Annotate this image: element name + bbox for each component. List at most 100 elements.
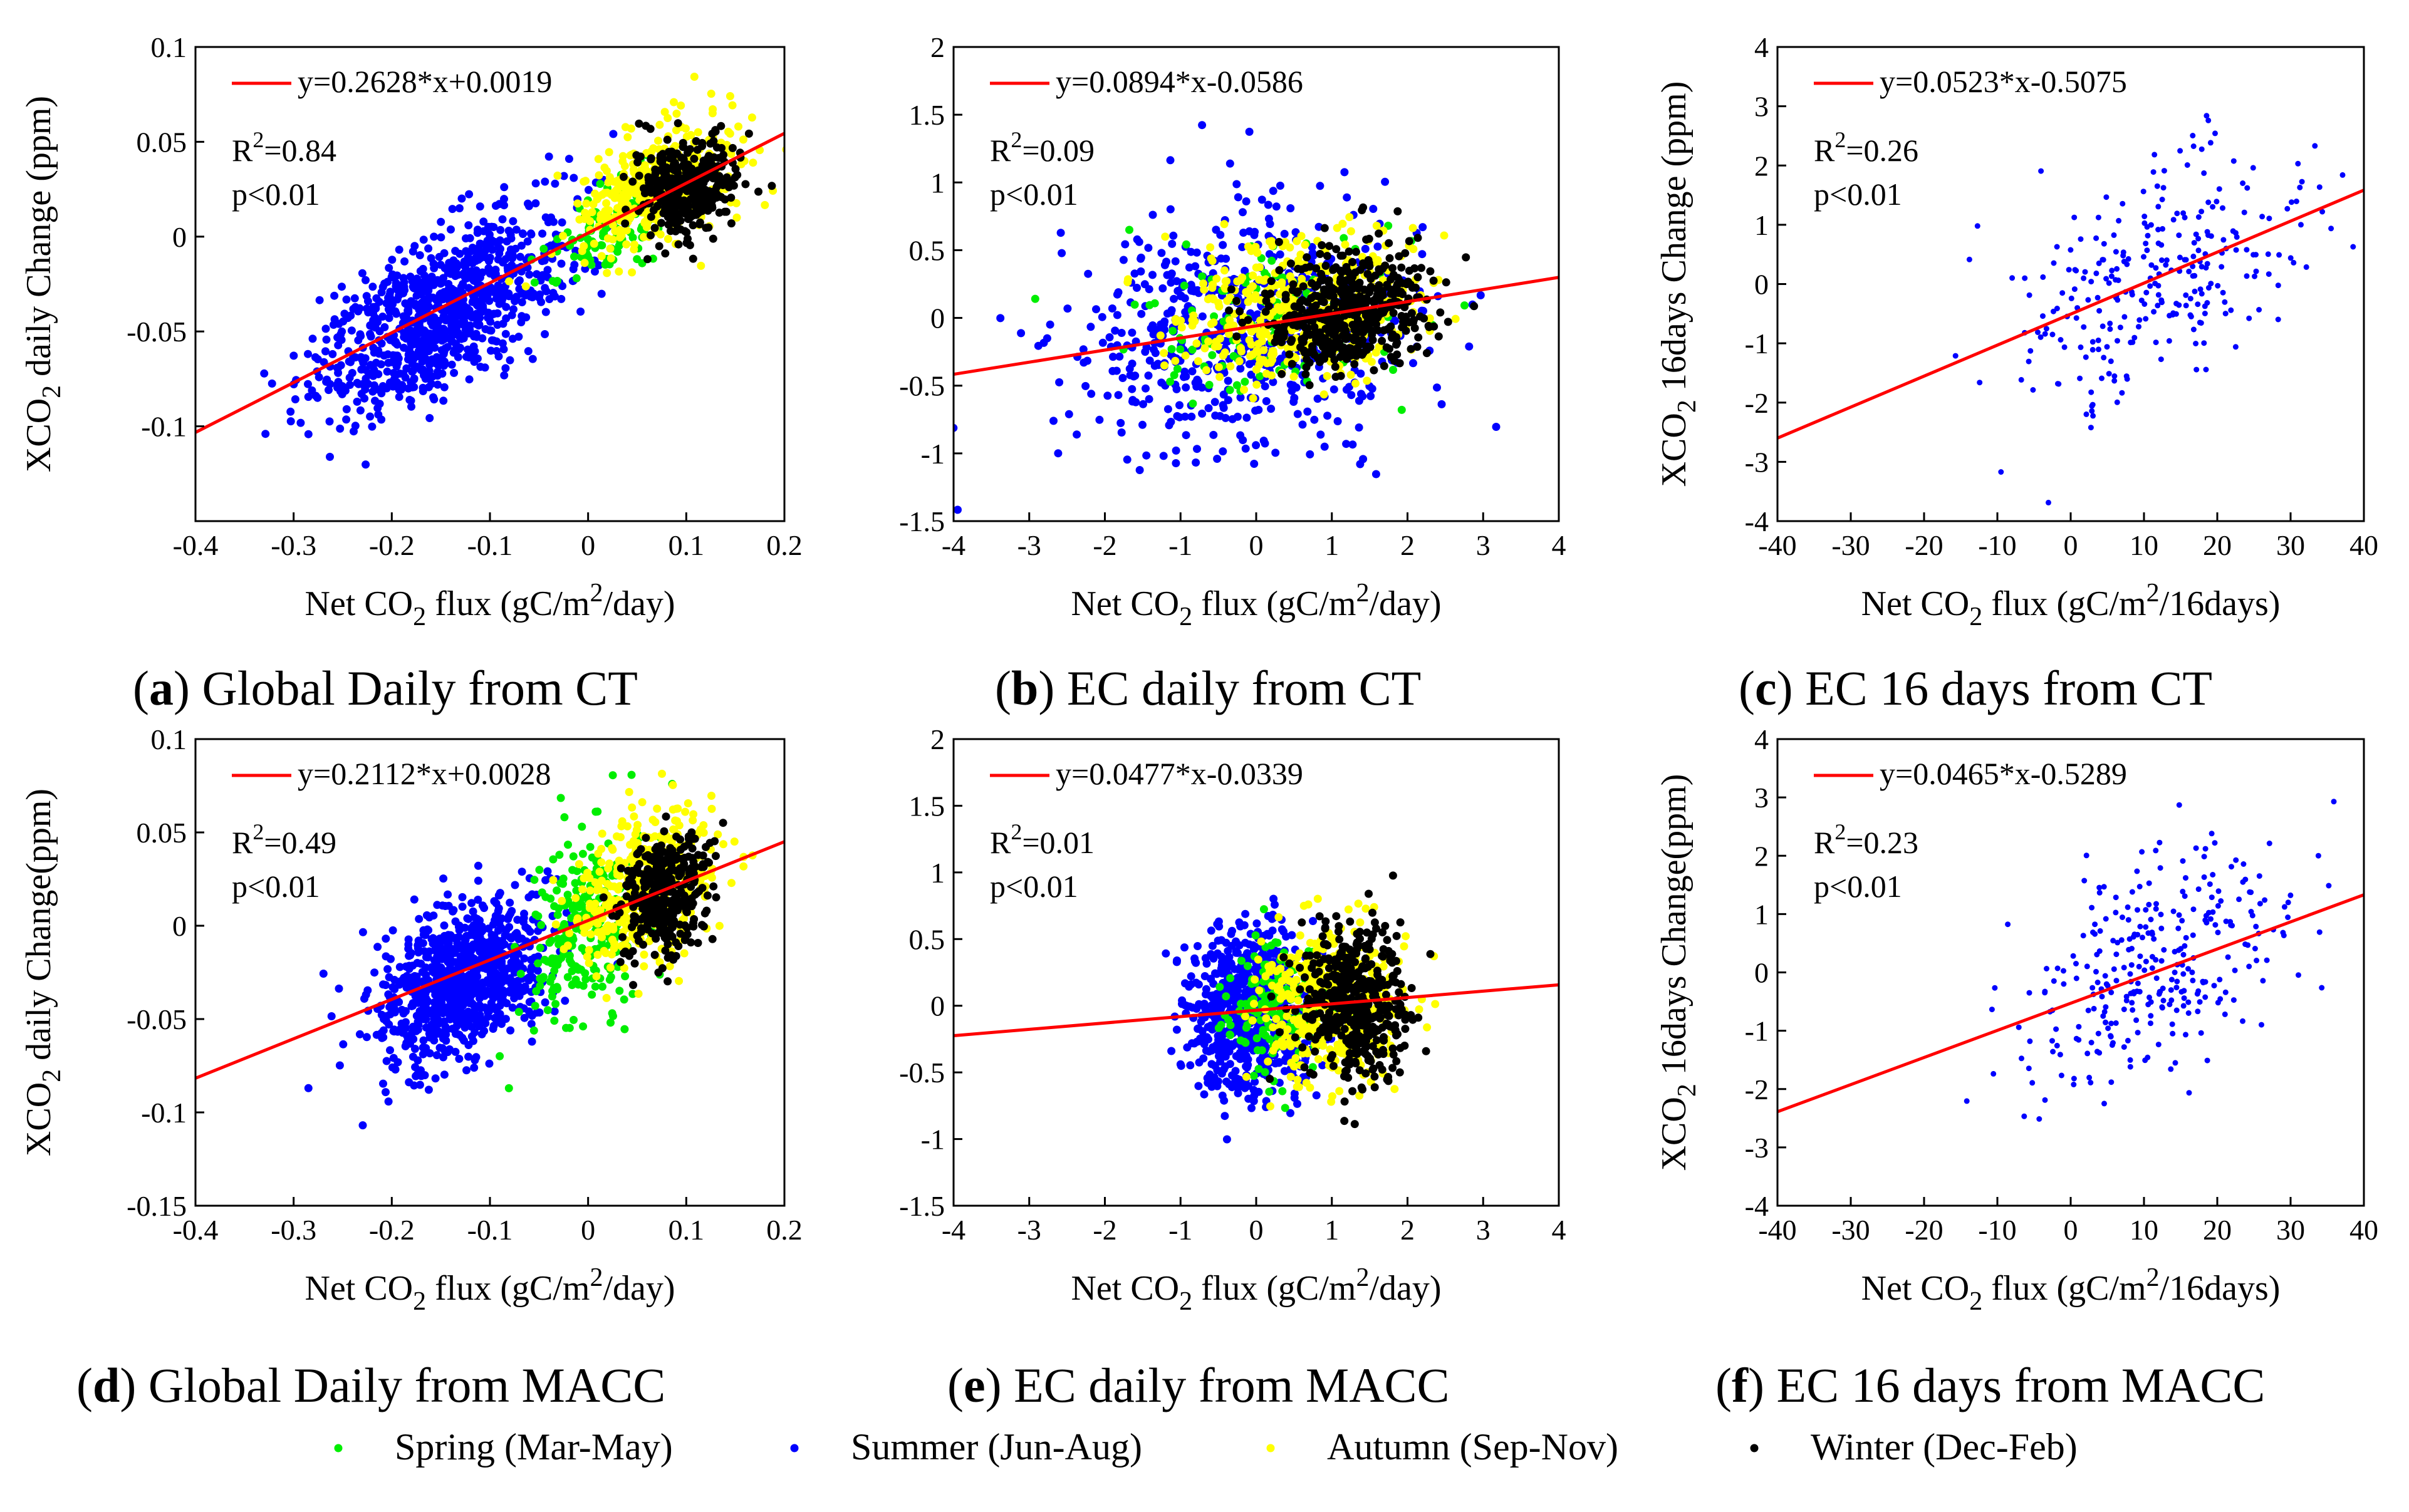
- scatter-point: [506, 1027, 514, 1035]
- scatter-point: [1347, 391, 1355, 399]
- scatter-point: [2051, 309, 2056, 314]
- scatter-point: [497, 960, 506, 968]
- scatter-point: [400, 1010, 408, 1018]
- scatter-point: [564, 841, 572, 849]
- scatter-point: [1348, 440, 1356, 448]
- scatter-point: [2173, 311, 2179, 317]
- scatter-point: [1188, 283, 1196, 291]
- scatter-point: [1054, 449, 1062, 457]
- scatter-point: [1327, 346, 1335, 355]
- scatter-point: [377, 1029, 385, 1037]
- scatter-point: [425, 337, 434, 345]
- scatter-point: [1169, 232, 1177, 240]
- scatter-point: [323, 376, 331, 384]
- scatter-point: [545, 153, 553, 161]
- scatter-point: [690, 209, 698, 217]
- scatter-point: [1182, 431, 1190, 439]
- scatter-point: [439, 396, 447, 405]
- scatter-point: [408, 383, 417, 391]
- scatter-point: [1058, 249, 1066, 257]
- scatter-point: [457, 335, 466, 343]
- scatter-point: [524, 893, 533, 901]
- scatter-point: [1252, 441, 1260, 449]
- scatter-point: [1277, 338, 1286, 346]
- scatter-point: [551, 180, 559, 188]
- scatter-point: [1220, 266, 1229, 274]
- scatter-point: [661, 108, 669, 116]
- scatter-point: [659, 168, 667, 176]
- scatter-point: [1320, 390, 1328, 398]
- scatter-point: [683, 187, 691, 195]
- scatter-point: [390, 369, 398, 377]
- scatter-point: [477, 945, 485, 953]
- y-tick-label: -3: [1745, 446, 1769, 478]
- scatter-point: [455, 1055, 463, 1063]
- scatter-point: [502, 314, 510, 323]
- scatter-point: [689, 255, 697, 263]
- scatter-point: [1372, 470, 1380, 479]
- scatter-point: [2276, 317, 2281, 323]
- scatter-point: [494, 243, 502, 251]
- scatter-point: [604, 234, 612, 242]
- scatter-point: [621, 162, 629, 170]
- scatter-point: [1192, 458, 1200, 467]
- scatter-point: [2223, 311, 2229, 316]
- scatter-point: [419, 387, 427, 395]
- scatter-point: [1438, 400, 1446, 408]
- scatter-point: [1363, 376, 1371, 385]
- scatter-point: [2204, 300, 2210, 306]
- scatter-point: [1215, 363, 1223, 371]
- scatter-point: [1266, 237, 1274, 246]
- scatter-point: [314, 355, 322, 363]
- scatter-point: [442, 1027, 450, 1035]
- scatter-point: [1294, 410, 1302, 418]
- scatter-point: [403, 301, 411, 309]
- scatter-point: [2289, 199, 2294, 205]
- scatter-point: [268, 380, 276, 388]
- scatter-point: [379, 1080, 387, 1088]
- scatter-point: [1182, 383, 1190, 391]
- scatter-point: [430, 344, 439, 352]
- scatter-point: [2130, 292, 2135, 298]
- scatter-point: [438, 370, 446, 378]
- scatter-point: [496, 919, 504, 928]
- scatter-point: [389, 1027, 397, 1035]
- scatter-point: [1239, 208, 1247, 216]
- y-axis-label-text: XCO: [19, 398, 58, 472]
- scatter-point: [2163, 262, 2168, 268]
- scatter-point: [712, 128, 720, 136]
- scatter-point: [2153, 339, 2159, 345]
- scatter-point: [455, 250, 464, 258]
- scatter-point: [2297, 185, 2302, 190]
- scatter-point: [435, 253, 444, 261]
- scatter-point: [1120, 256, 1128, 264]
- scatter-point: [2096, 338, 2101, 343]
- scatter-point: [1370, 296, 1378, 304]
- scatter-point: [1258, 195, 1266, 204]
- scatter-point: [1192, 339, 1200, 348]
- scatter-point: [709, 235, 717, 243]
- scatter-point: [1157, 331, 1165, 339]
- scatter-point: [606, 244, 615, 252]
- scatter-point: [1330, 385, 1338, 393]
- scatter-point: [536, 944, 544, 952]
- scatter-point: [570, 852, 578, 861]
- scatter-point: [2317, 184, 2323, 190]
- scatter-point: [579, 850, 587, 858]
- scatter-point: [2141, 220, 2147, 226]
- scatter-point: [2195, 301, 2200, 307]
- scatter-point: [496, 1052, 504, 1060]
- scatter-point: [391, 338, 399, 346]
- scatter-point: [2145, 233, 2151, 239]
- scatter-point: [2164, 257, 2170, 263]
- scatter-point: [1219, 401, 1227, 409]
- scatter-point: [1393, 280, 1402, 288]
- scatter-point: [674, 119, 682, 127]
- scatter-point: [1352, 248, 1360, 256]
- caption-letter: c: [1755, 661, 1777, 715]
- scatter-point: [551, 293, 559, 301]
- scatter-point: [2151, 152, 2157, 157]
- scatter-point: [1967, 257, 1972, 262]
- scatter-point: [373, 943, 382, 951]
- scatter-point: [2141, 214, 2147, 219]
